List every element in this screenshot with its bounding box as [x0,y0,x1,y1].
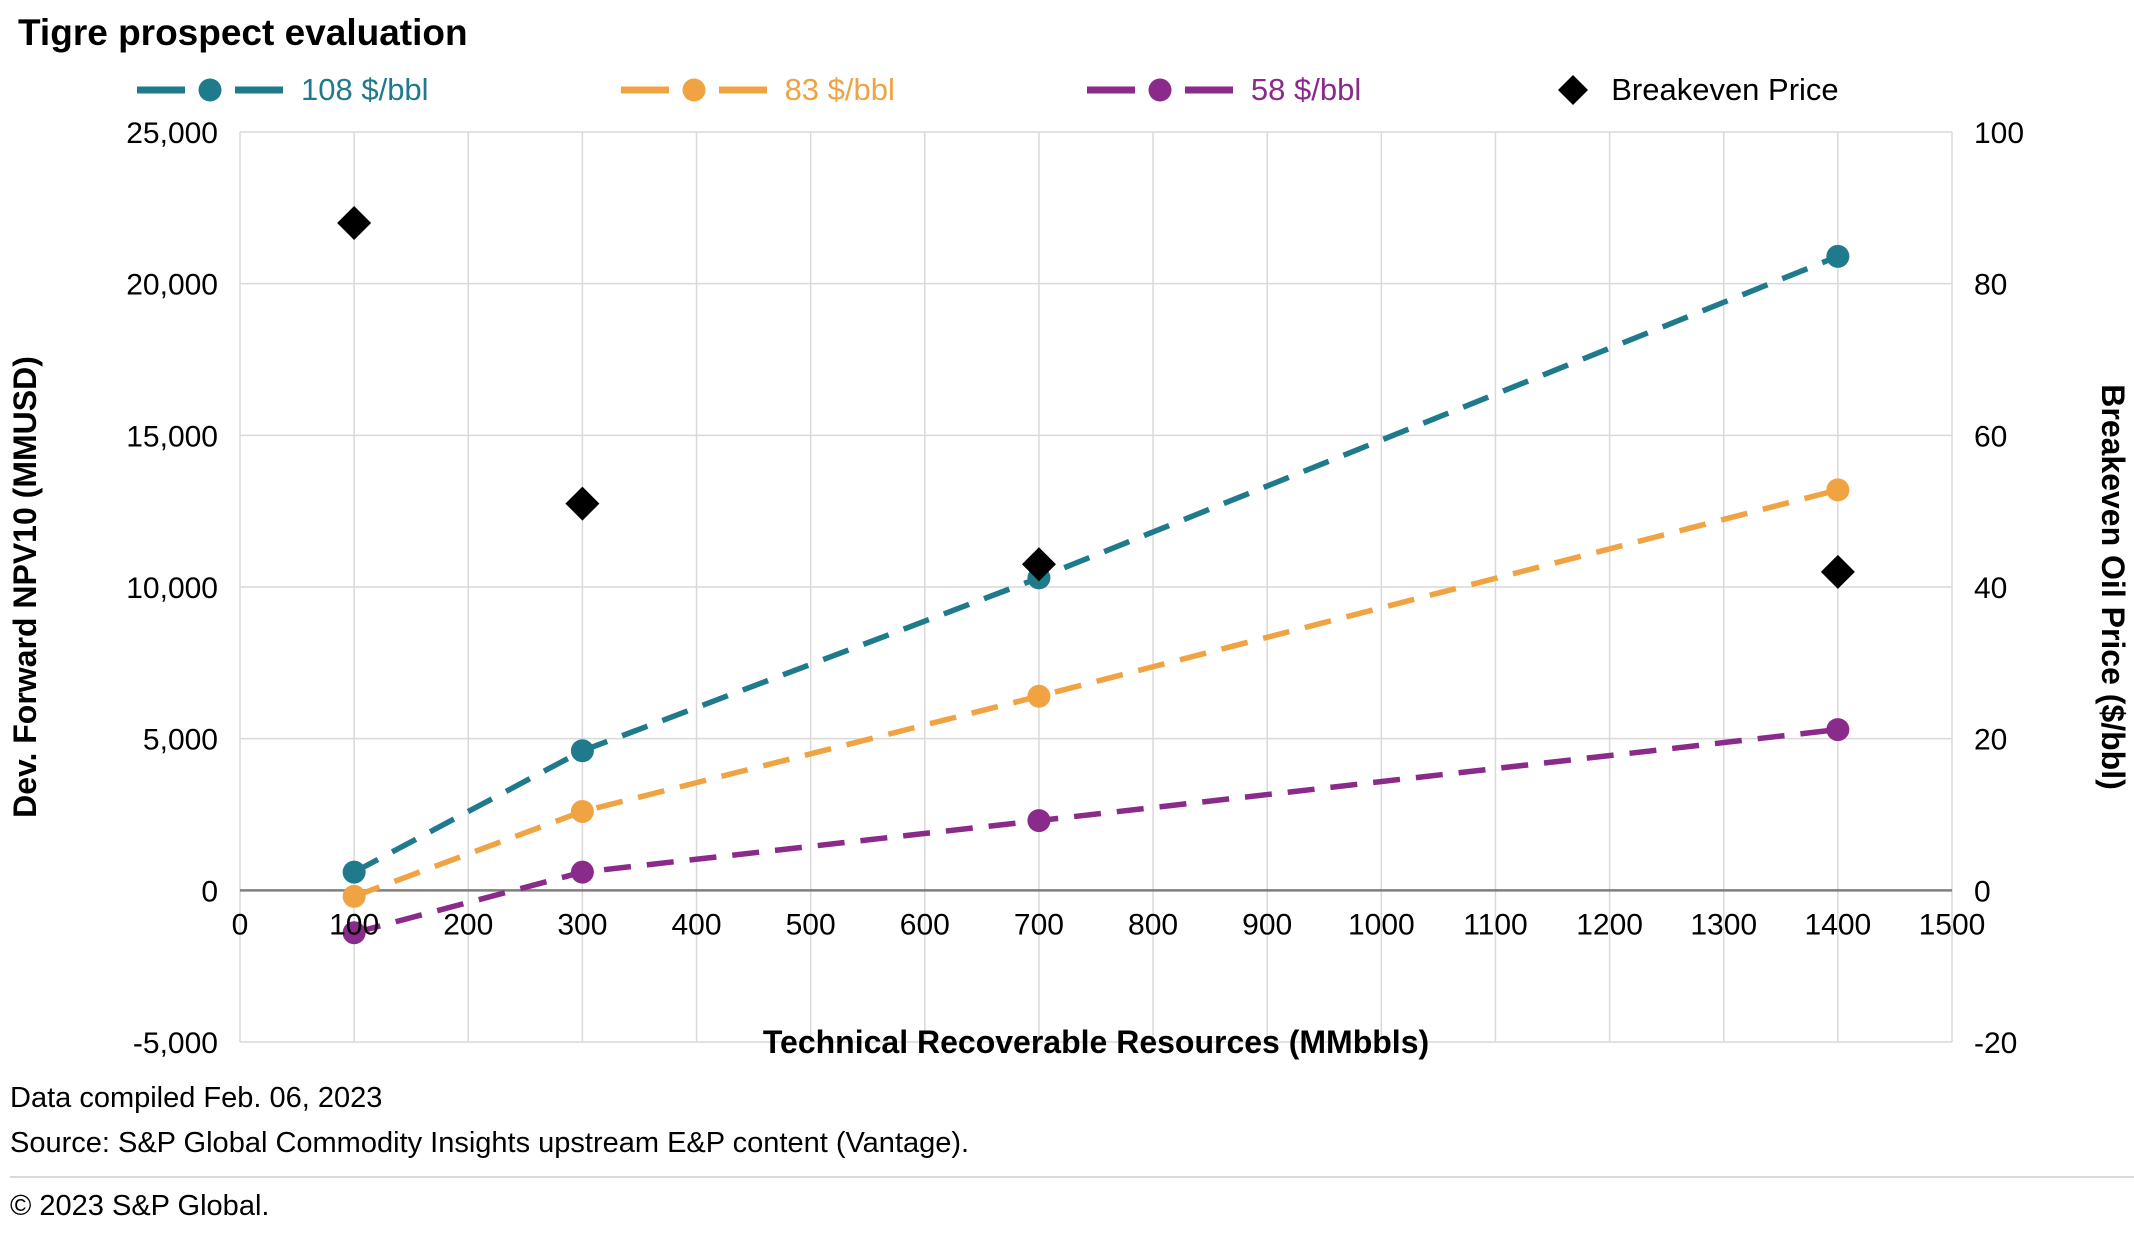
legend-label: Breakeven Price [1611,72,1839,107]
data-point-marker [570,739,594,763]
x-axis-tick-label: 1000 [1348,908,1415,941]
data-point-marker [570,860,594,884]
data-point-marker [342,884,366,908]
x-axis-tick-label: 900 [1242,908,1292,941]
y-axis-right-tick-label: 100 [1974,117,2024,150]
x-axis-tick-label: 1400 [1804,908,1871,941]
x-axis-tick-label: 0 [232,908,249,941]
y-axis-left-tick-label: 10,000 [126,572,218,605]
dashed-line-circle-icon [137,78,283,102]
x-axis-tick-label: 1300 [1690,908,1757,941]
x-axis-tick-label: 1200 [1576,908,1643,941]
data-point-marker [1826,244,1850,268]
y-axis-right-tick-label: 40 [1974,572,2007,605]
y-axis-right-tick-label: 20 [1974,724,2007,757]
y-axis-left-title: Dev. Forward NPV10 (MMUSD) [7,356,43,818]
data-point-diamond [1820,554,1855,589]
y-axis-left-tick-label: 25,000 [126,117,218,150]
x-axis-tick-label: 600 [900,908,950,941]
x-axis-tick-label: 1100 [1463,908,1528,941]
legend-label: 83 $/bbl [784,72,895,107]
y-axis-left-tick-label: 5,000 [143,724,218,757]
x-axis-title: Technical Recoverable Resources (MMbbls) [763,1024,1429,1060]
legend-item-83-bbl: 83 $/bbl [619,72,895,108]
y-axis-left-tick-label: 15,000 [126,420,218,453]
data-point-marker [1826,718,1850,742]
legend-label: 58 $/bbl [1250,72,1362,107]
dashed-line-circle-icon [620,78,767,102]
x-axis-tick-label: 500 [786,908,836,941]
data-point-diamond [565,486,600,521]
data-point-diamond [337,206,372,240]
diamond-marker-icon [1558,75,1589,105]
series-line [353,726,1839,936]
chart-title: Tigre prospect evaluation [18,12,468,53]
data-point-marker [570,799,594,823]
data-point-marker [1826,478,1850,502]
y-axis-right-tick-label: 0 [1974,875,1991,908]
chart-footer: Data compiled Feb. 06, 2023 Source: S&P … [10,1082,2134,1223]
y-axis-left-tick-label: 20,000 [126,269,218,302]
footer-divider [10,1176,2134,1178]
legend-label: 108 $/bbl [301,72,429,107]
legend-item-108-bbl: 108 $/bbl [135,72,429,108]
y-axis-left-tick-label: -5,000 [133,1027,218,1060]
x-axis-tick-label: 200 [443,908,493,941]
y-axis-right-tick-label: 80 [1974,269,2007,302]
data-point-marker [342,921,366,945]
copyright-note: © 2023 S&P Global. [10,1190,270,1222]
x-axis-tick-label: 300 [557,908,607,941]
x-axis-tick-label: 800 [1128,908,1178,941]
legend-item-58-bbl: 58 $/bbl [1085,72,1361,108]
data-point-diamond [1021,547,1056,582]
x-axis-tick-label: 1500 [1919,908,1986,941]
y-axis-right-tick-label: -20 [1974,1027,2017,1060]
x-axis-tick-label: 400 [672,908,722,941]
dashed-line-circle-icon [1086,78,1233,102]
x-axis-tick-label: 700 [1014,908,1064,941]
series-line [352,253,1839,875]
chart-legend: 108 $/bbl 83 $/bbl 58 $/bbl Breakeven Pr… [135,72,2134,108]
chart-plot-area: 25,000 20,000 15,000 10,000 5,000 0 -5,000 100 8… [7,117,2131,1060]
y-axis-right-title: Breakeven Oil Price ($/bbl) [2095,384,2131,790]
x-axis-tick-label: 100 [329,908,379,941]
y-axis-left-tick-label: 0 [201,875,218,908]
legend-item-breakeven-price: Breakeven Price [1551,72,1839,108]
data-point-marker [1027,684,1051,708]
data-point-marker [342,860,366,884]
data-point-marker [1027,809,1051,833]
y-axis-right-tick-label: 60 [1974,420,2007,453]
series-line [353,487,1839,899]
data-compiled-note: Data compiled Feb. 06, 2023 [10,1082,383,1114]
source-note: Source: S&P Global Commodity Insights up… [10,1127,970,1159]
